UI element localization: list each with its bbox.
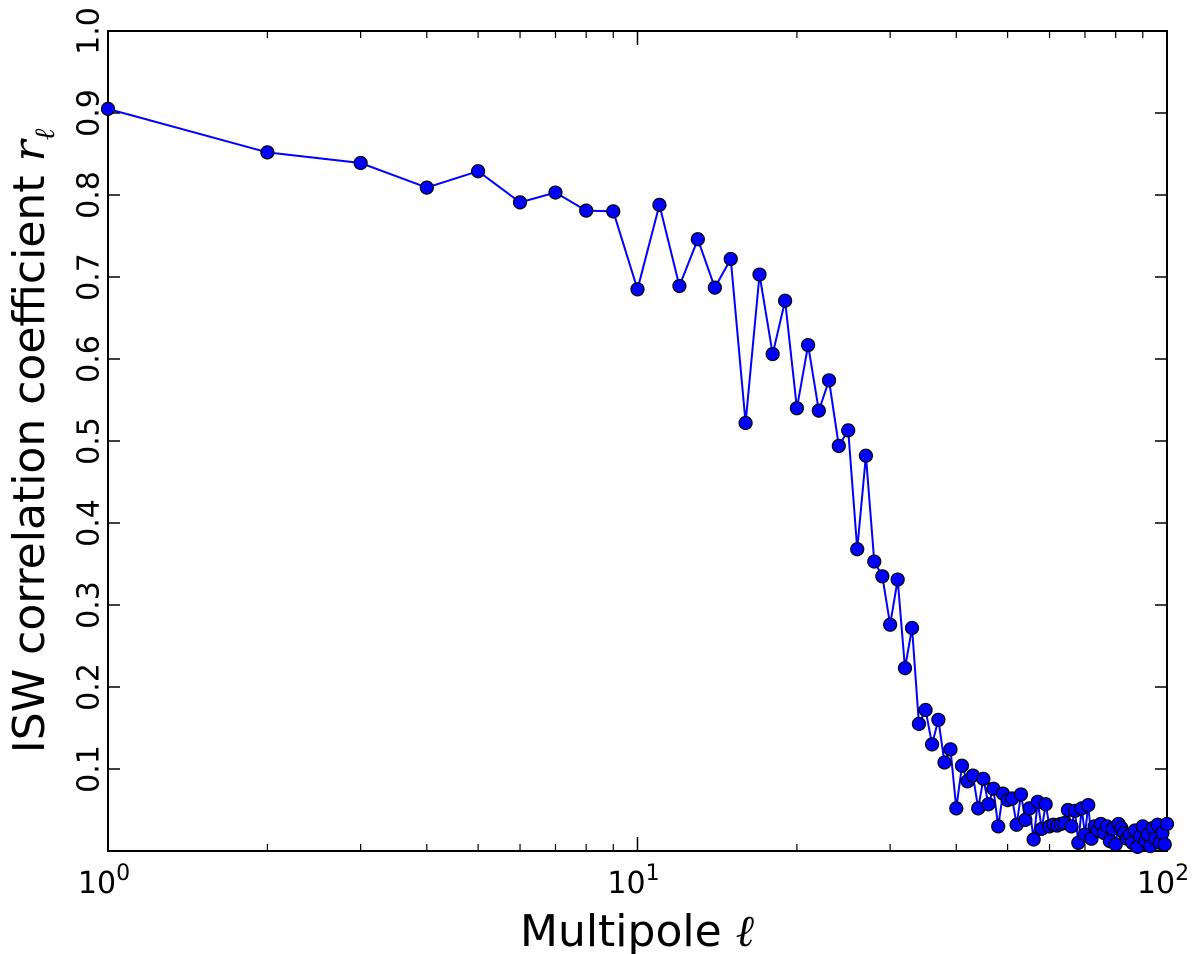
data-point <box>924 737 940 752</box>
data-point <box>260 145 275 160</box>
data-point <box>778 293 793 308</box>
data-point <box>353 155 368 171</box>
data-point <box>821 373 837 388</box>
data-point <box>1157 837 1172 852</box>
data-point <box>991 819 1006 834</box>
y-tick-label: 0.7 <box>72 253 107 301</box>
x-tick-label: 101 <box>607 861 659 901</box>
data-point <box>752 267 767 282</box>
data-point <box>841 423 856 438</box>
data-point <box>890 572 905 587</box>
data-point <box>883 617 898 632</box>
y-axis-title-subscript: ℓ <box>28 128 61 140</box>
data-point <box>723 251 738 267</box>
data-point <box>100 101 116 117</box>
tick-labels: 0.1 0.2 0.3 0.4 0.5 0.6 0.7 0.8 0.9 1.0 100 101 102 <box>72 7 1190 901</box>
data-point <box>1108 837 1123 852</box>
data-point <box>831 438 846 454</box>
data-point <box>1159 816 1175 832</box>
x-tick-label: 102 <box>1137 861 1189 901</box>
data-point <box>630 282 645 297</box>
axis-ticks <box>107 30 1168 851</box>
data-point <box>937 755 952 770</box>
data-point <box>652 197 667 212</box>
data-point <box>976 771 991 786</box>
x-tick-label: 100 <box>78 861 130 901</box>
y-tick-label: 0.1 <box>72 745 107 793</box>
data-point <box>738 415 753 431</box>
x-axis-title-text: Multipole <box>520 906 736 954</box>
data-point <box>875 569 890 584</box>
y-tick-label: 1.0 <box>72 7 107 55</box>
data-point <box>943 742 958 757</box>
data-point <box>1038 797 1053 812</box>
y-axis-title: ISW correlation coefficient rℓ <box>4 128 61 753</box>
x-axis-title-symbol: ℓ <box>736 906 755 954</box>
y-tick-label: 0.3 <box>72 581 107 629</box>
data-point <box>471 164 486 179</box>
data-point <box>1064 819 1079 834</box>
data-point <box>954 758 970 773</box>
data-point <box>1013 787 1029 802</box>
data-point <box>904 620 920 636</box>
y-axis-title-symbol: r <box>4 137 55 161</box>
data-point <box>949 801 964 816</box>
data-point <box>801 337 816 353</box>
y-tick-label: 0.9 <box>72 89 107 137</box>
y-tick-label: 0.6 <box>72 335 107 383</box>
data-point <box>765 346 780 362</box>
data-point <box>811 403 826 418</box>
data-point <box>789 401 804 416</box>
y-tick-label: 0.5 <box>72 417 107 465</box>
data-point <box>690 232 705 247</box>
y-tick-label: 0.8 <box>72 171 107 219</box>
data-series <box>100 101 1175 855</box>
data-point <box>867 554 882 569</box>
data-point <box>548 185 563 200</box>
y-tick-label: 0.2 <box>72 663 107 711</box>
data-point <box>918 702 933 718</box>
y-axis-title-text: ISW correlation coefficient <box>4 161 55 753</box>
data-point <box>1081 797 1096 813</box>
data-point <box>850 542 865 557</box>
data-point <box>911 716 927 732</box>
data-point <box>707 280 722 295</box>
data-point <box>672 278 687 294</box>
data-point <box>897 661 913 676</box>
data-point <box>419 180 434 195</box>
data-point <box>512 195 528 210</box>
plot-frame <box>107 30 1168 852</box>
data-point <box>579 203 594 218</box>
x-axis-title: Multipole ℓ <box>520 906 755 954</box>
y-tick-label: 0.4 <box>72 499 107 547</box>
data-point <box>931 712 946 727</box>
data-point <box>1026 832 1041 847</box>
data-point <box>606 204 621 219</box>
data-point <box>858 448 874 463</box>
data-point <box>981 797 996 812</box>
